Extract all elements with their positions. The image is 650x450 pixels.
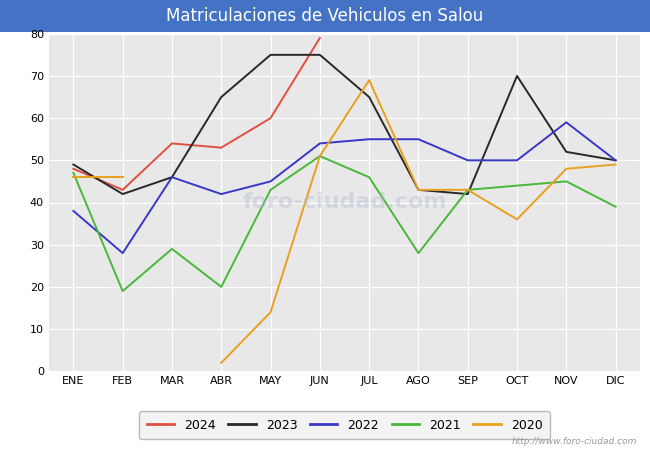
2021 xyxy=(464,187,472,193)
2021 xyxy=(266,187,274,193)
2023 xyxy=(316,52,324,58)
2022 xyxy=(316,141,324,146)
2022 xyxy=(217,191,225,197)
2024 xyxy=(217,145,225,150)
2022 xyxy=(119,250,127,256)
Text: Matriculaciones de Vehiculos en Salou: Matriculaciones de Vehiculos en Salou xyxy=(166,7,484,25)
2021 xyxy=(70,170,77,176)
Legend: 2024, 2023, 2022, 2021, 2020: 2024, 2023, 2022, 2021, 2020 xyxy=(139,411,550,439)
2022 xyxy=(365,136,373,142)
Line: 2021: 2021 xyxy=(73,156,616,291)
2023 xyxy=(562,149,570,155)
2022 xyxy=(612,158,619,163)
2024 xyxy=(316,35,324,40)
Line: 2023: 2023 xyxy=(73,55,616,194)
2023 xyxy=(513,73,521,79)
2024 xyxy=(119,187,127,193)
Line: 2024: 2024 xyxy=(73,38,320,190)
Text: foro-ciudad.com: foro-ciudad.com xyxy=(242,193,447,212)
2022 xyxy=(168,175,176,180)
2022 xyxy=(562,120,570,125)
2023 xyxy=(612,158,619,163)
2022 xyxy=(415,136,422,142)
2023 xyxy=(415,187,422,193)
2024 xyxy=(70,166,77,171)
2023 xyxy=(119,191,127,197)
2022 xyxy=(513,158,521,163)
2024 xyxy=(168,141,176,146)
2021 xyxy=(316,153,324,159)
2022 xyxy=(70,208,77,214)
2020 xyxy=(119,175,127,180)
2021 xyxy=(612,204,619,209)
2020 xyxy=(70,175,77,180)
2021 xyxy=(365,175,373,180)
2023 xyxy=(266,52,274,58)
Text: http://www.foro-ciudad.com: http://www.foro-ciudad.com xyxy=(512,436,637,446)
Line: 2022: 2022 xyxy=(73,122,616,253)
2021 xyxy=(513,183,521,188)
2021 xyxy=(415,250,422,256)
2022 xyxy=(464,158,472,163)
2023 xyxy=(217,94,225,100)
2023 xyxy=(365,94,373,100)
2021 xyxy=(562,179,570,184)
2021 xyxy=(217,284,225,290)
2022 xyxy=(266,179,274,184)
2023 xyxy=(168,175,176,180)
2023 xyxy=(70,162,77,167)
2024 xyxy=(266,115,274,121)
2021 xyxy=(168,246,176,252)
2021 xyxy=(119,288,127,294)
2023 xyxy=(464,191,472,197)
